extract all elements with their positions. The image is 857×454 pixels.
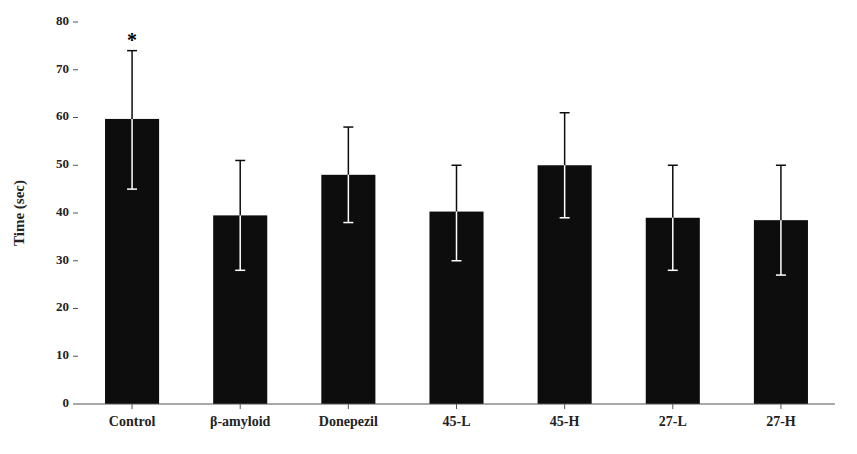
y-tick-label: 80 [56, 13, 69, 28]
error-bar-lower [560, 165, 570, 218]
error-bar-cap [776, 165, 786, 167]
error-bar-upper [235, 160, 245, 215]
bar [105, 119, 159, 404]
error-bar-upper [668, 165, 678, 218]
error-bar-cap [235, 160, 245, 162]
x-tick [132, 404, 133, 409]
error-bar-line [456, 165, 458, 211]
error-bars [127, 51, 786, 275]
y-tick-label: 50 [56, 156, 69, 171]
y-tick-label: 20 [56, 299, 69, 314]
y-axis-label: Time (sec) [11, 180, 28, 246]
error-bar-upper [452, 165, 462, 211]
error-bar-line [780, 220, 782, 275]
plot-area [105, 119, 808, 404]
x-tick [348, 404, 349, 409]
x-tick-label: 27-L [659, 414, 687, 429]
bar [538, 165, 592, 404]
x-tick [456, 404, 457, 409]
y-tick [73, 213, 78, 214]
x-tick-label: Control [109, 414, 156, 429]
x-tick [564, 404, 565, 409]
error-bar-lower [668, 218, 678, 271]
x-tick-label: β-amyloid [210, 414, 270, 429]
error-bar-line [239, 160, 241, 215]
y-tick [73, 165, 78, 166]
error-bar-cap [560, 112, 570, 114]
error-bar-line [348, 175, 350, 223]
y-tick [73, 308, 78, 309]
y-tick [73, 117, 78, 118]
error-bar-line [780, 165, 782, 220]
error-bar-cap [343, 126, 353, 128]
bar [321, 175, 375, 404]
error-bar-lower [343, 175, 353, 223]
error-bar-line [672, 165, 674, 218]
x-tick-label: Donepezil [319, 414, 378, 429]
bar [213, 215, 267, 404]
x-tick [240, 404, 241, 409]
bar [754, 220, 808, 404]
error-bar-lower [776, 220, 786, 275]
chart: 0 10 20 30 40 50 60 70 80 Time (sec) Control β-amyl… [0, 0, 857, 454]
x-tick [672, 404, 673, 409]
error-bar-line [564, 165, 566, 218]
error-bar-line [564, 113, 566, 166]
x-axis: Control β-amyloid Donepezil 45-L 45-H 27-L 27-… [78, 404, 835, 429]
error-bar-line [131, 51, 133, 119]
x-tick-label: 45-H [550, 414, 580, 429]
error-bar-cap [452, 165, 462, 167]
error-bar-line [672, 218, 674, 271]
error-bar-line [131, 119, 133, 189]
error-bar-upper [776, 165, 786, 220]
y-tick [73, 260, 78, 261]
x-tick-label: 45-L [443, 414, 471, 429]
y-axis: 0 10 20 30 40 50 60 70 80 [56, 13, 78, 410]
error-bar-cap [235, 270, 245, 272]
error-bar-cap [560, 217, 570, 219]
error-bar-cap [776, 274, 786, 276]
error-bar-cap [127, 188, 137, 190]
error-bar-upper [127, 51, 137, 119]
y-tick [73, 356, 78, 357]
error-bar-lower [452, 212, 462, 261]
error-bar-cap [668, 165, 678, 167]
error-bar-lower [235, 215, 245, 270]
x-tick [780, 404, 781, 409]
significance-marker: * [127, 29, 137, 51]
error-bar-upper [560, 113, 570, 166]
y-tick-label: 0 [63, 395, 70, 410]
y-tick [73, 69, 78, 70]
error-bar-cap [452, 260, 462, 262]
y-tick-label: 40 [56, 204, 69, 219]
y-tick-label: 10 [56, 347, 69, 362]
error-bar-line [239, 215, 241, 270]
y-tick-label: 30 [56, 252, 69, 267]
bar [646, 218, 700, 404]
error-bar-line [456, 212, 458, 261]
error-bar-cap [343, 222, 353, 224]
y-tick-label: 60 [56, 108, 69, 123]
error-bar-lower [127, 119, 137, 189]
chart-container: 0 10 20 30 40 50 60 70 80 Time (sec) Control β-amyl… [0, 0, 857, 454]
x-tick-label: 27-H [766, 414, 796, 429]
y-tick-label: 70 [56, 61, 69, 76]
error-bar-line [348, 127, 350, 175]
y-tick [73, 404, 78, 405]
error-bar-upper [343, 127, 353, 175]
bar [429, 212, 483, 404]
y-tick [73, 22, 78, 23]
error-bar-cap [668, 270, 678, 272]
